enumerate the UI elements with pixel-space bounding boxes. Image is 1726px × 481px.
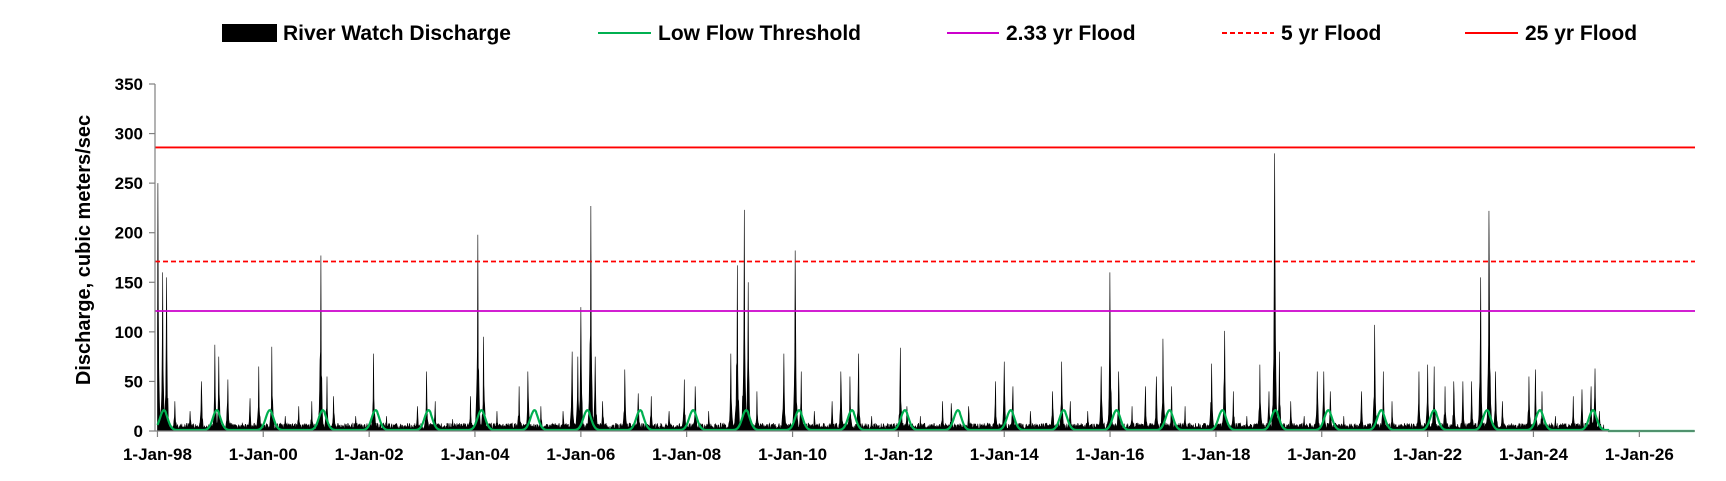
river-watch-discharge-area (157, 153, 1605, 432)
x-tick-label: 1-Jan-16 (1076, 445, 1145, 464)
x-axis-ticks: 1-Jan-98 1-Jan-00 1-Jan-02 1-Jan-04 1-Jan-06… (123, 431, 1674, 464)
y-tick-label: 100 (115, 323, 143, 342)
x-tick-label: 1-Jan-14 (970, 445, 1040, 464)
legend-label-2-33yr: 2.33 yr Flood (1006, 22, 1136, 45)
legend-label-25yr: 25 yr Flood (1525, 22, 1637, 45)
legend-item-2-33yr: 2.33 yr Flood (947, 22, 1136, 45)
threshold-lines (155, 146, 1695, 312)
legend-label-low-flow: Low Flow Threshold (658, 22, 861, 45)
legend-swatch-discharge (222, 24, 277, 42)
x-tick-label: 1-Jan-18 (1181, 445, 1250, 464)
y-tick-label: 350 (115, 75, 143, 94)
x-tick-label: 1-Jan-10 (758, 445, 827, 464)
low-flow-layer (156, 409, 1695, 433)
x-tick-label: 1-Jan-24 (1499, 445, 1569, 464)
y-axis-ticks: 0 50 100 150 200 250 300 350 (115, 75, 155, 441)
legend-item-discharge: River Watch Discharge (222, 22, 511, 45)
x-tick-label: 1-Jan-06 (546, 445, 615, 464)
y-tick-label: 200 (115, 224, 143, 243)
series-layer (157, 153, 1605, 432)
legend-label-5yr: 5 yr Flood (1281, 22, 1381, 45)
x-tick-label: 1-Jan-98 (123, 445, 192, 464)
x-tick-label: 1-Jan-12 (864, 445, 933, 464)
legend-item-low-flow: Low Flow Threshold (598, 22, 861, 45)
x-tick-label: 1-Jan-08 (652, 445, 721, 464)
x-tick-label: 1-Jan-20 (1287, 445, 1356, 464)
y-axis-title: Discharge, cubic meters/sec (73, 115, 95, 385)
y-tick-label: 300 (115, 125, 143, 144)
y-tick-label: 150 (115, 273, 143, 292)
x-tick-label: 1-Jan-22 (1393, 445, 1462, 464)
y-tick-label: 0 (134, 422, 143, 441)
y-tick-label: 250 (115, 174, 143, 193)
y-tick-label: 50 (124, 372, 143, 391)
legend: River Watch Discharge Low Flow Threshold… (222, 22, 1637, 45)
x-tick-label: 1-Jan-00 (229, 445, 298, 464)
legend-item-25yr: 25 yr Flood (1465, 22, 1637, 45)
x-tick-label: 1-Jan-26 (1605, 445, 1674, 464)
x-tick-label: 1-Jan-02 (335, 445, 404, 464)
x-tick-label: 1-Jan-04 (440, 445, 510, 464)
legend-item-5yr: 5 yr Flood (1222, 22, 1381, 45)
legend-label-discharge: River Watch Discharge (283, 22, 511, 45)
low-flow-threshold-line (156, 409, 1695, 433)
